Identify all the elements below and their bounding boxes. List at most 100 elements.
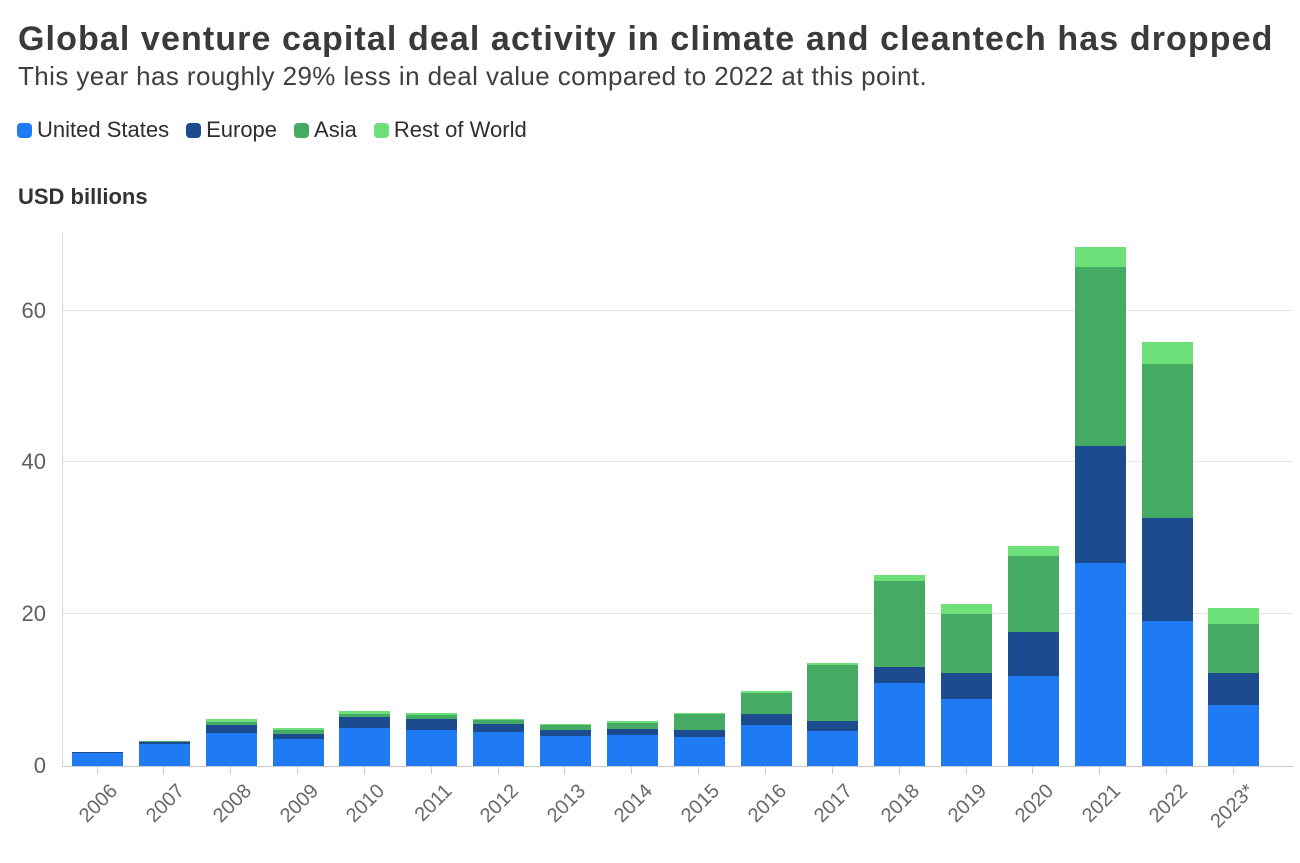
bar-segment-europe xyxy=(1208,672,1260,706)
bar-segment-rest-of-world xyxy=(406,712,458,716)
chart-title: Global venture capital deal activity in … xyxy=(18,20,1274,58)
bar-segment-asia xyxy=(539,725,591,731)
bar-segment-europe xyxy=(740,714,792,726)
legend-swatch-icon xyxy=(186,122,202,138)
bar-segment-rest-of-world xyxy=(1208,608,1260,625)
x-tick xyxy=(430,766,432,774)
bar-segment-rest-of-world xyxy=(339,711,391,714)
bar-segment-asia xyxy=(941,614,993,673)
bar-segment-asia xyxy=(673,714,725,730)
x-tick xyxy=(1166,766,1168,774)
bar-2007 xyxy=(138,232,190,766)
bar-segment-asia xyxy=(406,715,458,719)
bar-2021 xyxy=(1074,232,1126,766)
bar-segment-united-states xyxy=(1208,705,1260,766)
bar-segment-rest-of-world xyxy=(1141,341,1193,364)
bar-segment-united-states xyxy=(740,725,792,766)
bar-2019 xyxy=(941,232,993,766)
bar-2018 xyxy=(874,232,926,766)
bar-2022 xyxy=(1141,232,1193,766)
bar-segment-europe xyxy=(1141,517,1193,622)
x-tick xyxy=(1232,766,1234,774)
bar-2012 xyxy=(473,232,525,766)
y-tick-label: 40 xyxy=(21,449,46,475)
legend-label: United States xyxy=(37,117,170,142)
bar-segment-united-states xyxy=(272,739,324,766)
bar-segment-rest-of-world xyxy=(807,662,859,666)
legend: United States Europe Asia Rest of World xyxy=(17,117,527,143)
x-tick-label: 2021 xyxy=(1077,780,1125,828)
x-tick xyxy=(363,766,365,774)
x-tick xyxy=(1099,766,1101,774)
x-tick-label: 2007 xyxy=(141,780,189,828)
legend-swatch-icon xyxy=(294,122,310,138)
bar-2020 xyxy=(1007,232,1059,766)
legend-item-united-states: United States xyxy=(17,117,169,143)
bar-segment-rest-of-world xyxy=(606,721,658,723)
x-tick xyxy=(297,766,299,774)
bar-segment-europe xyxy=(138,741,190,744)
y-tick-label: 20 xyxy=(21,601,46,627)
y-axis-title: USD billions xyxy=(18,184,148,209)
gridline-40 xyxy=(63,461,1293,463)
bar-segment-europe xyxy=(606,728,658,735)
bar-segment-asia xyxy=(1208,624,1260,673)
bar-segment-rest-of-world xyxy=(539,724,591,726)
x-tick-label: 2022 xyxy=(1144,780,1192,828)
bar-2017 xyxy=(807,232,859,766)
bar-segment-europe xyxy=(941,672,993,700)
bar-segment-united-states xyxy=(606,734,658,766)
bar-segment-asia xyxy=(473,719,525,724)
bar-segment-united-states xyxy=(941,699,993,766)
bar-segment-asia xyxy=(606,722,658,729)
legend-label: Asia xyxy=(314,117,357,142)
x-tick xyxy=(497,766,499,774)
plot-area xyxy=(62,232,1293,767)
legend-swatch-icon xyxy=(17,122,32,138)
x-tick-label: 2012 xyxy=(476,780,524,828)
bar-segment-asia xyxy=(1141,363,1193,518)
bar-segment-rest-of-world xyxy=(272,728,324,730)
bar-2008 xyxy=(205,232,257,766)
bar-segment-asia xyxy=(1074,266,1126,446)
bar-segment-asia xyxy=(1007,555,1059,633)
bar-segment-united-states xyxy=(874,682,926,766)
x-tick-label: 2023* xyxy=(1205,780,1259,833)
x-tick xyxy=(631,766,633,774)
bar-segment-europe xyxy=(807,721,859,732)
gridline-20 xyxy=(63,613,1293,615)
x-tick-label: 2016 xyxy=(743,780,791,828)
bar-segment-rest-of-world xyxy=(1074,246,1126,267)
bar-segment-europe xyxy=(72,752,123,754)
bar-segment-united-states xyxy=(807,731,859,766)
x-tick-label: 2006 xyxy=(75,780,123,828)
bar-segment-europe xyxy=(1007,632,1059,676)
bar-segment-united-states xyxy=(673,737,725,766)
bar-segment-europe xyxy=(272,734,324,740)
bar-segment-europe xyxy=(673,729,725,738)
chart-subtitle: This year has roughly 29% less in deal v… xyxy=(18,61,928,91)
bar-segment-united-states xyxy=(539,736,591,766)
x-tick-label: 2017 xyxy=(810,780,858,828)
x-tick xyxy=(1032,766,1034,774)
x-tick-label: 2018 xyxy=(877,780,925,828)
legend-item-rest-of-world: Rest of World xyxy=(373,117,527,143)
bar-2014 xyxy=(606,232,658,766)
bar-segment-rest-of-world xyxy=(740,690,792,694)
y-tick-label: 60 xyxy=(21,297,46,323)
bar-2009 xyxy=(272,232,324,766)
x-tick xyxy=(765,766,766,774)
x-tick xyxy=(965,766,967,774)
bar-2013 xyxy=(539,232,591,766)
bar-segment-united-states xyxy=(205,733,257,766)
bar-segment-europe xyxy=(1074,445,1126,563)
bar-2023* xyxy=(1208,232,1260,766)
bar-2006 xyxy=(72,232,123,766)
gridline-60 xyxy=(63,309,1293,311)
x-tick-label: 2013 xyxy=(542,780,591,828)
bar-segment-asia xyxy=(874,580,926,667)
legend-swatch-icon xyxy=(373,122,389,138)
bar-segment-united-states xyxy=(1141,621,1193,766)
bar-segment-united-states xyxy=(473,731,525,766)
bar-2010 xyxy=(339,232,391,766)
